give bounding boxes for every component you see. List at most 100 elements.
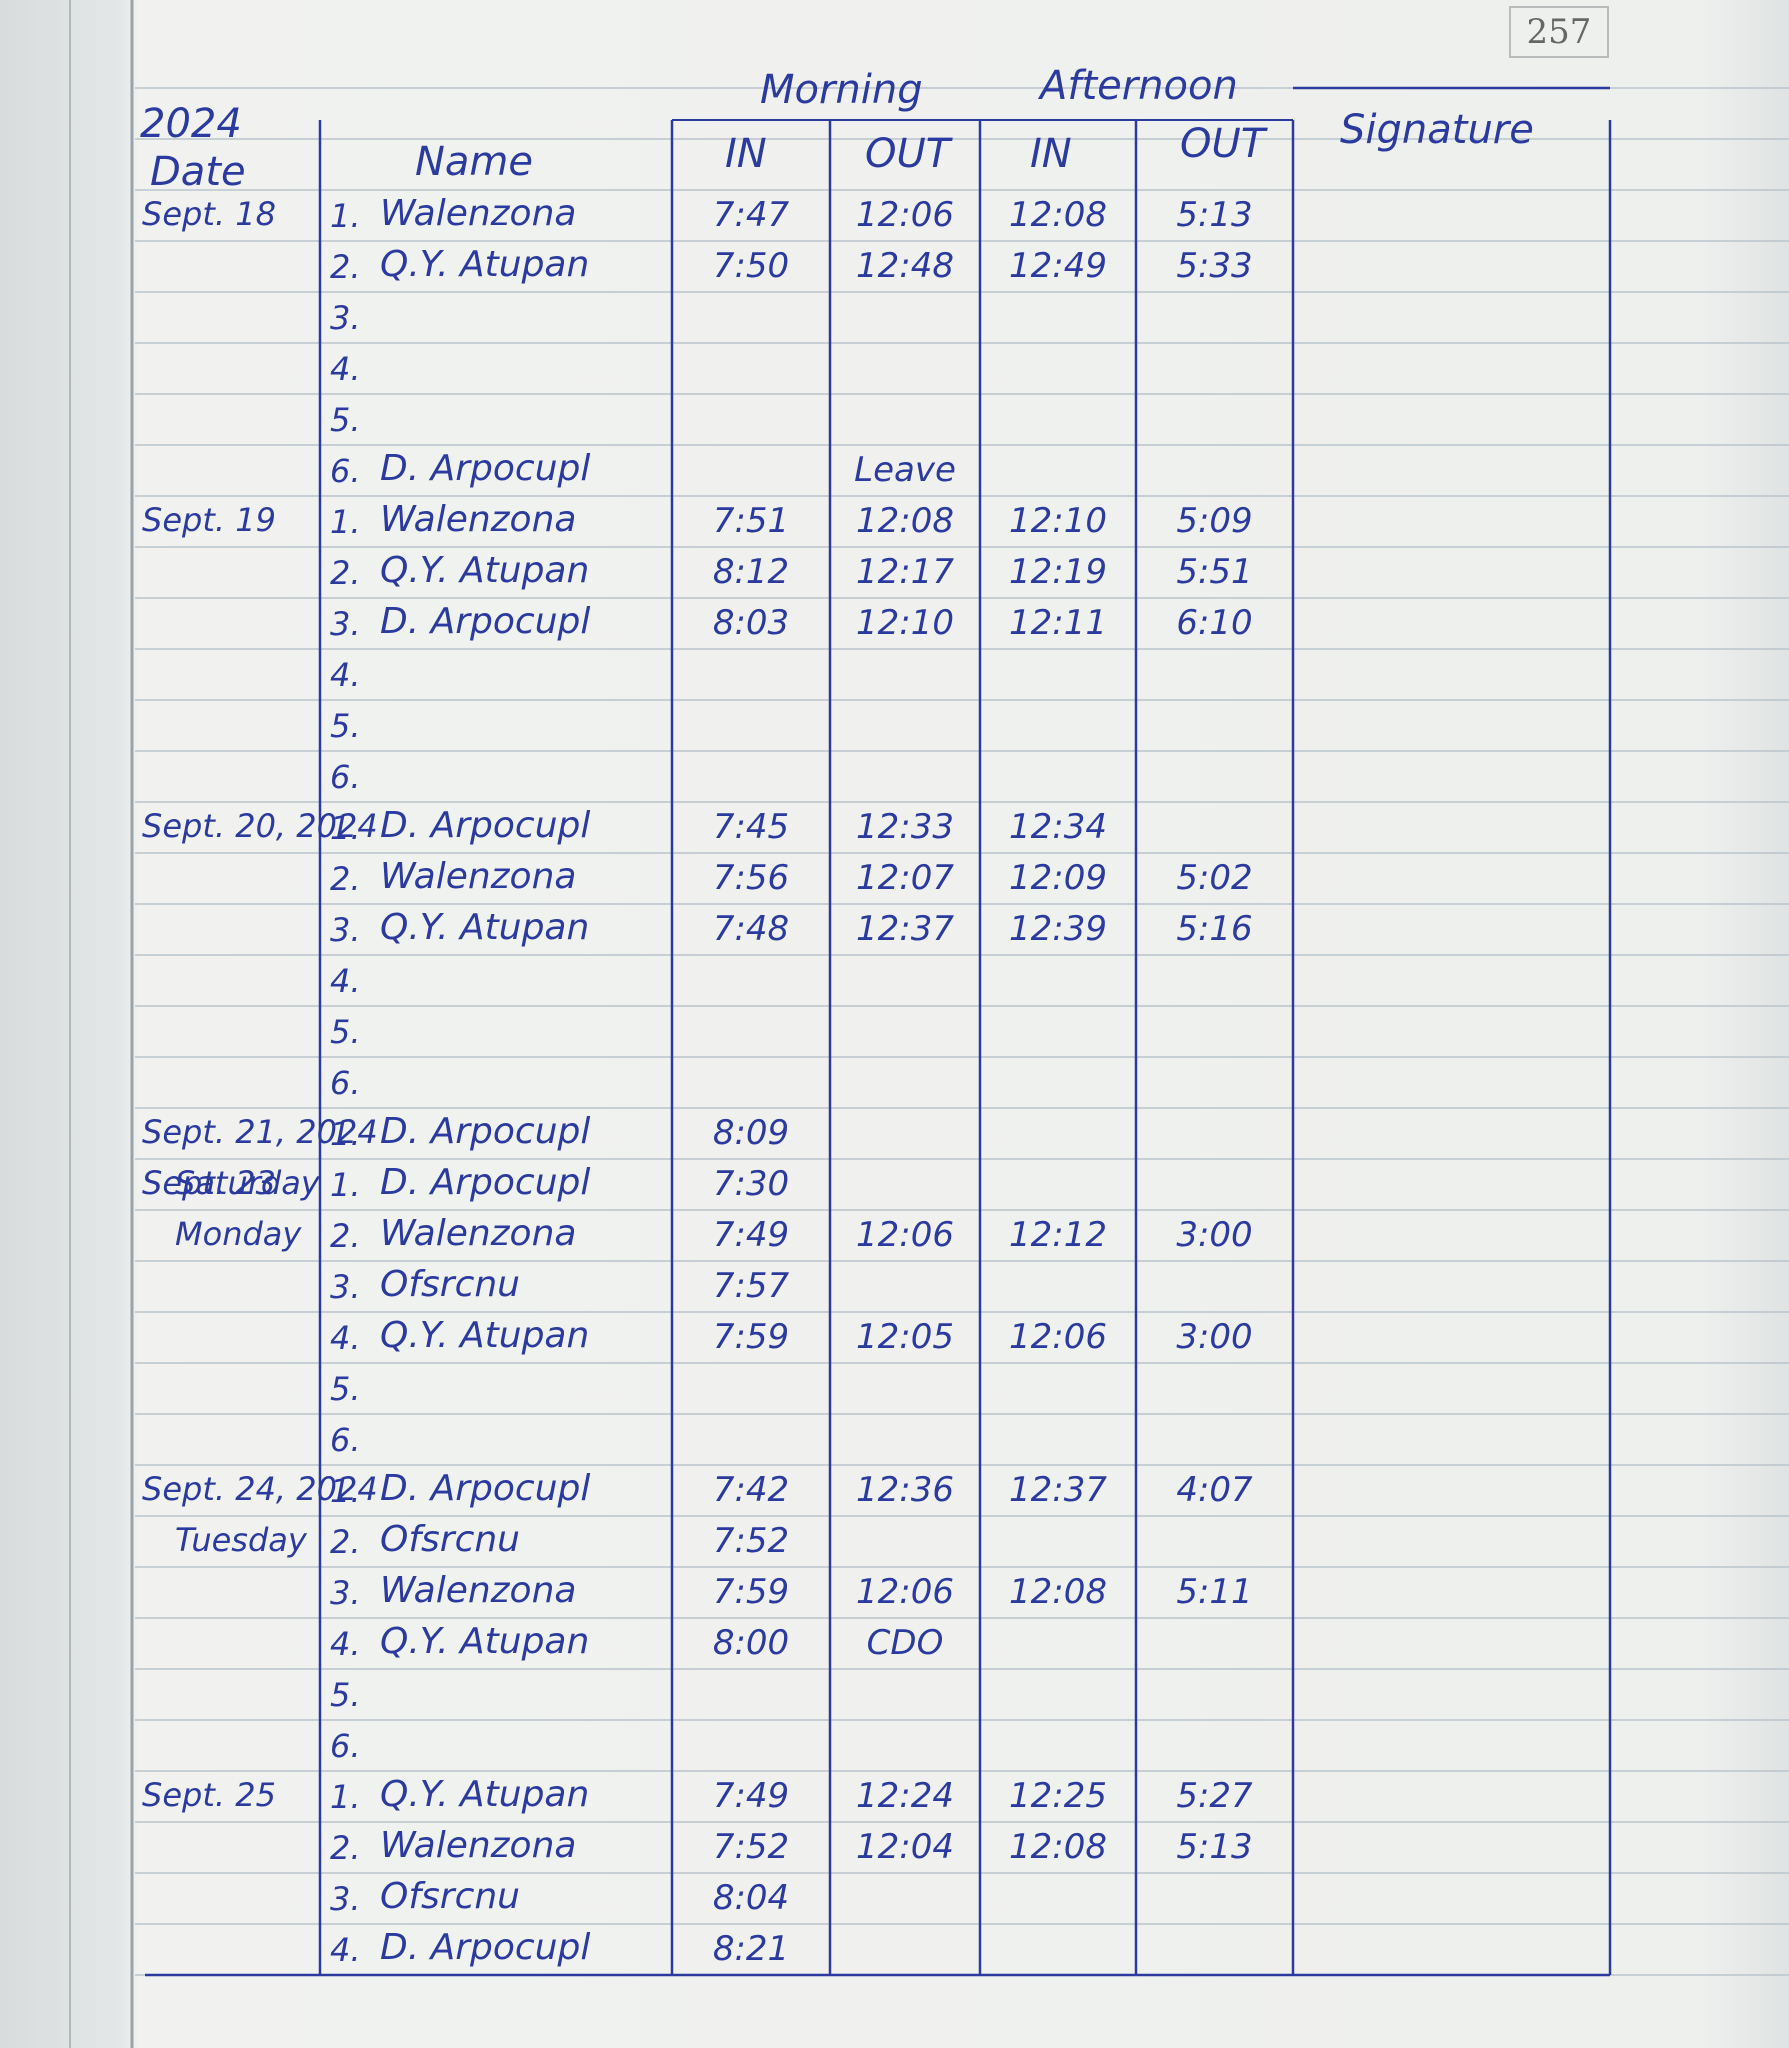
entry-number: 1.	[330, 809, 361, 847]
weekday: Tuesday	[175, 1521, 307, 1559]
time-am-in: 7:51	[712, 501, 790, 541]
entry-number: 5.	[330, 707, 361, 745]
time-am-out: CDO	[866, 1623, 944, 1663]
time-am-in: 8:04	[712, 1878, 790, 1918]
time-am-in: 7:59	[712, 1572, 790, 1612]
name: Walenzona	[380, 499, 577, 540]
entry-number: 1.	[330, 197, 361, 235]
entry-number: 2.	[330, 554, 361, 592]
time-pm-in: 12:08	[1009, 195, 1107, 235]
weekday: Saturday	[175, 1164, 320, 1202]
time-am-in: 7:48	[712, 909, 790, 949]
time-pm-in: 12:06	[1009, 1317, 1107, 1357]
time-am-in: 7:50	[712, 246, 790, 286]
name: D. Arpocupl	[380, 1111, 591, 1152]
name: D. Arpocupl	[380, 805, 591, 846]
time-am-out: 12:05	[856, 1317, 954, 1357]
time-pm-out: 5:51	[1176, 552, 1253, 592]
header-afternoon: Afternoon	[1040, 63, 1238, 109]
name: Q.Y. Atupan	[380, 550, 590, 591]
time-pm-in: 12:09	[1009, 858, 1107, 898]
entry-number: 3.	[330, 1268, 361, 1306]
time-am-out: 12:04	[856, 1827, 954, 1867]
name: Q.Y. Atupan	[380, 1774, 590, 1815]
time-pm-out: 5:09	[1176, 501, 1253, 541]
time-pm-out: 3:00	[1176, 1317, 1253, 1357]
entry-number: 2.	[330, 1217, 361, 1255]
header-morning: Morning	[760, 67, 923, 113]
time-am-in: 7:56	[712, 858, 790, 898]
time-pm-in: 12:39	[1009, 909, 1107, 949]
entry-number: 5.	[330, 401, 361, 439]
time-am-out: Leave	[854, 450, 956, 490]
entry-number: 1.	[330, 1166, 361, 1204]
header-signature: Signature	[1340, 107, 1534, 153]
name: Q.Y. Atupan	[380, 244, 590, 285]
entry-number: 5.	[330, 1676, 361, 1714]
time-pm-in: 12:08	[1009, 1827, 1107, 1867]
time-am-in: 8:03	[712, 603, 790, 643]
time-am-out: 12:33	[856, 807, 954, 847]
time-pm-out: 6:10	[1176, 603, 1253, 643]
time-am-out: 12:06	[856, 195, 954, 235]
entry-number: 1.	[330, 503, 361, 541]
entry-number: 1.	[330, 1115, 361, 1153]
entry-number: 4.	[330, 656, 361, 694]
time-am-in: 8:21	[712, 1929, 790, 1969]
entry-number: 3.	[330, 1880, 361, 1918]
time-am-in: 7:30	[712, 1164, 790, 1204]
entry-number: 4.	[330, 1625, 361, 1663]
name: D. Arpocupl	[380, 1468, 591, 1509]
entry-number: 3.	[330, 299, 361, 337]
time-am-in: 7:45	[712, 807, 790, 847]
time-am-in: 7:59	[712, 1317, 790, 1357]
entry-number: 4.	[330, 350, 361, 388]
name: Walenzona	[380, 1570, 577, 1611]
header-pm-in: IN	[1030, 131, 1072, 177]
date: Sept. 20, 2024	[142, 807, 378, 845]
name: Walenzona	[380, 1213, 577, 1254]
name: Ofsrcnu	[380, 1264, 520, 1305]
time-pm-out: 5:16	[1176, 909, 1253, 949]
name: Ofsrcnu	[380, 1876, 520, 1917]
header-am-in: IN	[725, 131, 767, 177]
entry-number: 1.	[330, 1778, 361, 1816]
entry-number: 5.	[330, 1370, 361, 1408]
time-am-in: 7:49	[712, 1215, 790, 1255]
header-am-out: OUT	[865, 131, 951, 177]
date: Sept. 19	[142, 501, 276, 539]
date: Sept. 25	[142, 1776, 276, 1814]
date: Sept. 24, 2024	[142, 1470, 378, 1508]
time-pm-in: 12:19	[1009, 552, 1107, 592]
entry-number: 6.	[330, 452, 361, 490]
time-am-out: 12:17	[856, 552, 954, 592]
time-am-out: 12:08	[856, 501, 954, 541]
entry-number: 2.	[330, 248, 361, 286]
entry-number: 3.	[330, 1574, 361, 1612]
time-am-out: 12:37	[856, 909, 954, 949]
header-name: Name	[415, 139, 534, 185]
name: Walenzona	[380, 1825, 577, 1866]
time-pm-in: 12:12	[1009, 1215, 1107, 1255]
time-pm-out: 4:07	[1176, 1470, 1253, 1510]
entry-number: 2.	[330, 860, 361, 898]
entry-number: 6.	[330, 1421, 361, 1459]
time-pm-out: 5:13	[1176, 1827, 1253, 1867]
time-pm-out: 5:13	[1176, 195, 1253, 235]
time-pm-in: 12:34	[1009, 807, 1107, 847]
time-pm-in: 12:10	[1009, 501, 1107, 541]
time-am-in: 7:52	[712, 1827, 790, 1867]
name: D. Arpocupl	[380, 448, 591, 489]
name: Ofsrcnu	[380, 1519, 520, 1560]
time-am-in: 7:47	[712, 195, 790, 235]
weekday: Monday	[175, 1215, 302, 1253]
entry-number: 3.	[330, 911, 361, 949]
time-am-in: 8:09	[712, 1113, 790, 1153]
date: Sept. 18	[142, 195, 276, 233]
time-pm-out: 3:00	[1176, 1215, 1253, 1255]
entry-number: 6.	[330, 1727, 361, 1765]
time-pm-out: 5:11	[1176, 1572, 1253, 1612]
entry-number: 5.	[330, 1013, 361, 1051]
